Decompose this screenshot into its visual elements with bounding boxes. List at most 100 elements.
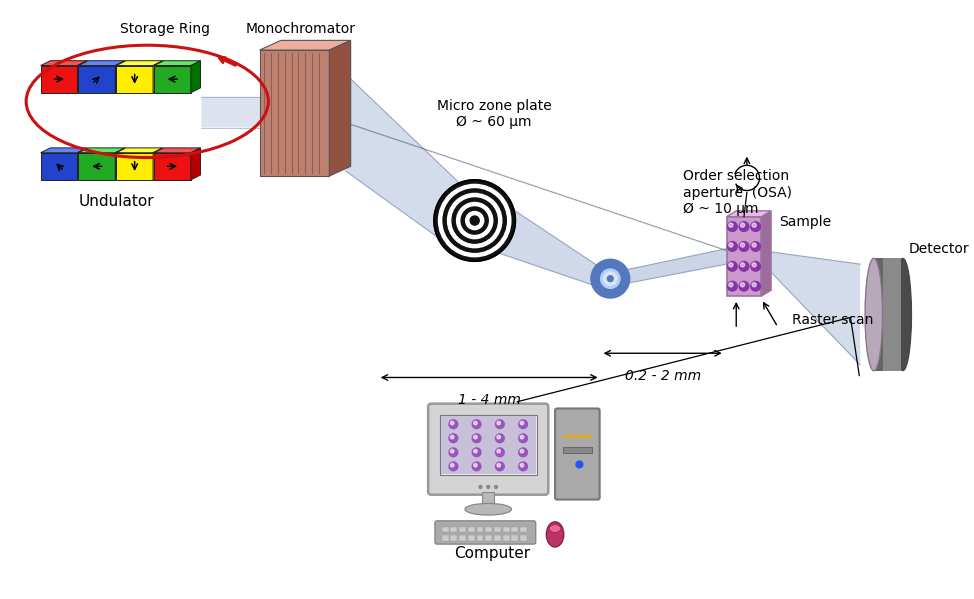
Polygon shape bbox=[762, 250, 860, 365]
Circle shape bbox=[752, 243, 756, 247]
Text: Sample: Sample bbox=[779, 214, 831, 229]
Circle shape bbox=[728, 262, 737, 271]
Circle shape bbox=[520, 449, 524, 453]
Bar bbox=[874, 258, 901, 371]
Polygon shape bbox=[346, 74, 463, 255]
Bar bbox=[520, 527, 527, 533]
Circle shape bbox=[520, 464, 524, 467]
Circle shape bbox=[450, 464, 454, 467]
Circle shape bbox=[472, 448, 481, 456]
Circle shape bbox=[520, 421, 524, 425]
Circle shape bbox=[496, 448, 505, 456]
Polygon shape bbox=[487, 192, 603, 288]
Circle shape bbox=[739, 222, 749, 231]
Circle shape bbox=[728, 222, 737, 231]
Bar bbox=[482, 492, 494, 506]
Text: Monochromator: Monochromator bbox=[245, 22, 356, 35]
Circle shape bbox=[472, 462, 481, 471]
Text: 1 - 4 mm: 1 - 4 mm bbox=[458, 393, 521, 407]
Bar bbox=[563, 447, 592, 453]
Circle shape bbox=[497, 435, 501, 439]
Bar bbox=[874, 258, 883, 371]
Polygon shape bbox=[79, 65, 115, 93]
Circle shape bbox=[728, 282, 737, 291]
Polygon shape bbox=[260, 50, 329, 176]
Circle shape bbox=[751, 241, 761, 252]
Polygon shape bbox=[191, 148, 201, 180]
Circle shape bbox=[751, 262, 761, 271]
Ellipse shape bbox=[894, 258, 912, 371]
Circle shape bbox=[729, 223, 733, 227]
Circle shape bbox=[434, 180, 515, 261]
Text: Order selection
aperture  (OSA)
Ø ~ 10 μm: Order selection aperture (OSA) Ø ~ 10 μm bbox=[683, 170, 792, 216]
Polygon shape bbox=[153, 60, 163, 93]
Circle shape bbox=[519, 434, 528, 443]
Bar bbox=[450, 527, 457, 533]
Circle shape bbox=[470, 216, 479, 225]
Circle shape bbox=[452, 198, 498, 243]
Circle shape bbox=[519, 420, 528, 428]
Circle shape bbox=[591, 259, 629, 298]
Circle shape bbox=[739, 282, 749, 291]
Circle shape bbox=[740, 283, 745, 287]
Text: 0.2 - 2 mm: 0.2 - 2 mm bbox=[624, 369, 700, 383]
Circle shape bbox=[520, 435, 524, 439]
FancyBboxPatch shape bbox=[435, 521, 536, 544]
Polygon shape bbox=[727, 211, 771, 217]
Circle shape bbox=[449, 448, 458, 456]
Circle shape bbox=[729, 283, 733, 287]
Ellipse shape bbox=[865, 258, 882, 371]
Circle shape bbox=[473, 464, 477, 467]
Polygon shape bbox=[41, 148, 88, 153]
Circle shape bbox=[752, 283, 756, 287]
Bar bbox=[459, 536, 466, 541]
Text: Raster scan: Raster scan bbox=[793, 313, 874, 326]
Text: Storage Ring: Storage Ring bbox=[120, 22, 209, 35]
Circle shape bbox=[519, 462, 528, 471]
Circle shape bbox=[449, 462, 458, 471]
Circle shape bbox=[472, 434, 481, 443]
Bar bbox=[476, 536, 483, 541]
Bar bbox=[442, 536, 448, 541]
Polygon shape bbox=[202, 96, 314, 128]
Circle shape bbox=[472, 420, 481, 428]
Circle shape bbox=[739, 241, 749, 252]
Polygon shape bbox=[329, 40, 351, 176]
Polygon shape bbox=[762, 211, 771, 296]
Circle shape bbox=[447, 193, 502, 247]
Bar bbox=[485, 527, 492, 533]
Polygon shape bbox=[116, 60, 163, 65]
Polygon shape bbox=[41, 65, 78, 93]
Ellipse shape bbox=[465, 503, 511, 515]
Circle shape bbox=[604, 272, 618, 286]
FancyBboxPatch shape bbox=[555, 409, 600, 500]
Polygon shape bbox=[78, 60, 88, 93]
Polygon shape bbox=[115, 60, 125, 93]
Bar bbox=[468, 527, 474, 533]
Bar bbox=[520, 536, 527, 541]
Bar bbox=[494, 536, 501, 541]
Ellipse shape bbox=[549, 525, 561, 533]
Bar bbox=[440, 415, 537, 476]
Bar bbox=[503, 527, 509, 533]
Circle shape bbox=[438, 184, 510, 257]
Circle shape bbox=[728, 241, 737, 252]
Circle shape bbox=[740, 263, 745, 267]
Text: Undulator: Undulator bbox=[79, 195, 154, 210]
Circle shape bbox=[449, 420, 458, 428]
Circle shape bbox=[473, 421, 477, 425]
Circle shape bbox=[466, 211, 484, 229]
Bar bbox=[503, 536, 509, 541]
Circle shape bbox=[450, 435, 454, 439]
Circle shape bbox=[740, 223, 745, 227]
Circle shape bbox=[601, 269, 620, 288]
Circle shape bbox=[473, 435, 477, 439]
Polygon shape bbox=[617, 249, 727, 286]
Bar bbox=[450, 536, 457, 541]
Bar bbox=[563, 435, 592, 438]
Circle shape bbox=[751, 222, 761, 231]
Polygon shape bbox=[154, 60, 201, 65]
Circle shape bbox=[729, 243, 733, 247]
Polygon shape bbox=[79, 60, 125, 65]
Circle shape bbox=[497, 464, 501, 467]
